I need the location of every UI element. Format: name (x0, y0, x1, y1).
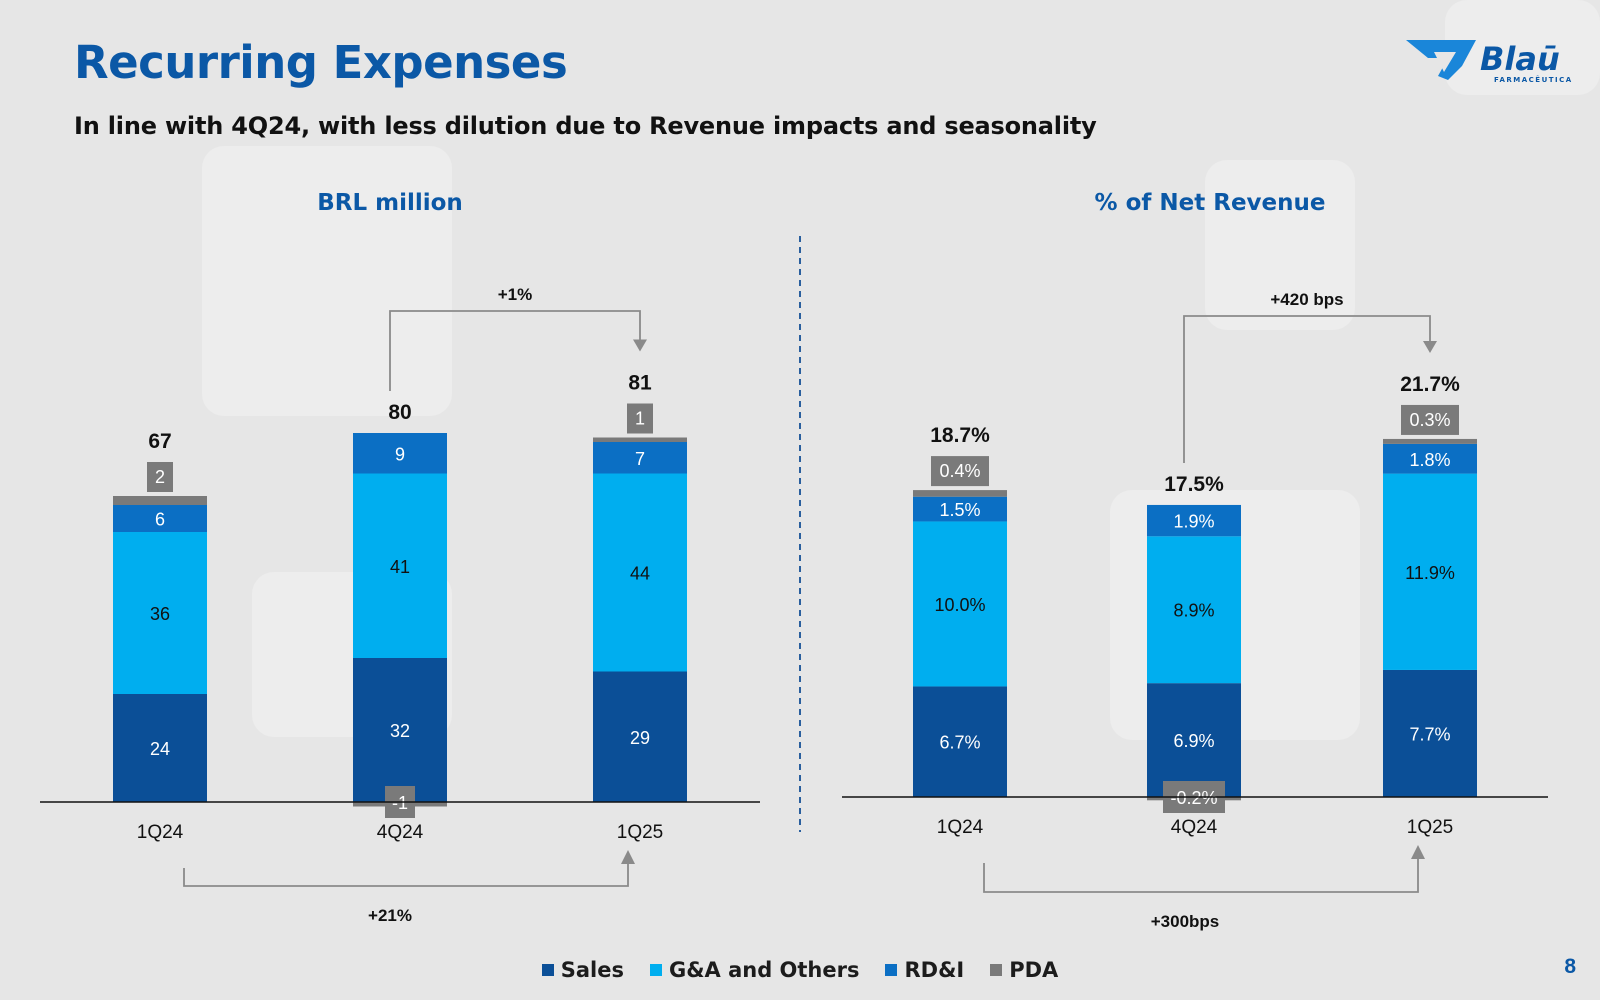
bar-label: 7.7% (1409, 724, 1450, 744)
total-label: 17.5% (1164, 473, 1224, 496)
page-title: Recurring Expenses (74, 36, 568, 89)
bar-sales-1q24 (113, 694, 207, 802)
bar-label: 41 (390, 557, 410, 577)
bar-pda-1q25 (1383, 438, 1477, 444)
bar-label-box (627, 403, 653, 434)
arrow-down-icon (633, 339, 647, 352)
total-label: 21.7% (1400, 373, 1460, 396)
bar-label: 8.9% (1173, 601, 1214, 621)
comparison-bracket (983, 857, 1419, 893)
bar-label-box (1401, 404, 1459, 435)
bar-g-a-and-others-1q25 (593, 473, 687, 672)
total-label: 18.7% (930, 424, 990, 447)
bar-pda-1q24 (913, 490, 1007, 497)
logo-wordmark: Blaū (1480, 40, 1560, 78)
background-panel (202, 146, 452, 416)
bar-sales-1q25 (1383, 669, 1477, 797)
logo-tagline: FARMACÊUTICA (1494, 75, 1573, 84)
comparison-label: +1% (498, 285, 533, 304)
arrow-down-icon (1423, 340, 1437, 353)
bar-label: 1.9% (1173, 512, 1214, 532)
bar-rd-i-1q25 (1383, 443, 1477, 474)
total-label: 81 (628, 372, 652, 395)
bar-label: 32 (390, 721, 410, 741)
bar-label: 10.0% (934, 595, 985, 615)
bar-label: 24 (150, 739, 170, 759)
bar-label: 1.8% (1409, 450, 1450, 470)
x-tick-label: 1Q24 (137, 822, 184, 843)
legend-label: RD&I (904, 958, 965, 982)
x-tick-label: 1Q25 (1407, 817, 1453, 838)
legend-swatch-sales (541, 964, 554, 976)
x-tick-label: 4Q24 (1171, 817, 1218, 838)
legend-swatch-rdi (885, 964, 898, 976)
bar-label: 1.5% (939, 500, 980, 520)
bar-label: 11.9% (1405, 563, 1455, 583)
legend-swatch-pda (990, 964, 1003, 976)
total-label: 80 (388, 401, 411, 424)
chart-title: % of Net Revenue (1095, 190, 1326, 216)
bar-label: 6.9% (1173, 731, 1214, 751)
bar-sales-4q24 (353, 658, 447, 802)
bar-pda-1q25 (593, 437, 687, 442)
x-tick-label: 1Q25 (617, 822, 663, 843)
bar-label: 0.3% (1409, 410, 1450, 430)
legend-item-sales: Sales (541, 958, 624, 982)
logo-mark-icon (1406, 40, 1476, 80)
comparison-label: +21% (368, 906, 412, 925)
page-number: 8 (1564, 955, 1576, 978)
bar-rd-i-1q24 (913, 496, 1007, 522)
legend-item-rdi: RD&I (885, 958, 964, 982)
comparison-bracket (1183, 315, 1431, 463)
x-tick-label: 4Q24 (377, 822, 424, 843)
bar-g-a-and-others-1q24 (913, 521, 1007, 687)
total-label: 67 (148, 430, 171, 453)
bar-label: -0.2% (1170, 788, 1217, 808)
chart-title: BRL million (317, 190, 463, 216)
bar-g-a-and-others-1q25 (1383, 473, 1477, 670)
bar-rd-i-1q24 (113, 505, 207, 532)
bar-g-a-and-others-4q24 (353, 473, 447, 658)
bar-label-box (147, 462, 173, 492)
bar-sales-1q24 (913, 686, 1007, 797)
bar-label: -1 (392, 793, 408, 813)
bar-label-box (931, 456, 989, 487)
bar-rd-i-4q24 (353, 433, 447, 474)
bar-label: 2 (155, 467, 165, 487)
legend-label: G&A and Others (668, 958, 860, 982)
comparison-bracket (389, 310, 641, 391)
bar-label: 7 (635, 449, 645, 469)
bar-label: 0.4% (939, 461, 980, 481)
background-panel (1205, 160, 1355, 330)
bar-label: 29 (630, 728, 650, 748)
x-tick-label: 1Q24 (937, 817, 984, 838)
page-subtitle: In line with 4Q24, with less dilution du… (74, 112, 1097, 140)
bar-sales-1q25 (593, 671, 687, 802)
blau-logo: Blaū FARMACÊUTICA (1406, 40, 1573, 84)
bar-rd-i-4q24 (1147, 504, 1241, 537)
bar-sales-4q24 (1147, 683, 1241, 797)
bar-label: 6 (155, 510, 165, 530)
bar-pda-1q24 (113, 496, 207, 505)
bar-label: 44 (630, 564, 650, 584)
legend-item-pda: PDA (990, 958, 1058, 982)
bar-rd-i-1q25 (593, 442, 687, 474)
bar-g-a-and-others-1q24 (113, 532, 207, 694)
legend-label: Sales (560, 958, 624, 982)
legend-swatch-ga (649, 964, 662, 976)
legend-label: PDA (1009, 958, 1059, 982)
bar-label: 1 (635, 409, 645, 429)
bar-label: 36 (150, 604, 170, 624)
bar-label: 9 (395, 444, 405, 464)
legend: Sales G&A and Others RD&I PDA (0, 958, 1600, 982)
comparison-label: +420 bps (1270, 290, 1343, 309)
arrow-up-icon (621, 850, 635, 864)
arrow-up-icon (1411, 845, 1425, 859)
legend-item-ga: G&A and Others (649, 958, 860, 982)
comparison-bracket (183, 862, 629, 887)
bar-label: 6.7% (939, 733, 980, 753)
comparison-label: +300bps (1151, 912, 1220, 931)
bar-g-a-and-others-4q24 (1147, 536, 1241, 684)
